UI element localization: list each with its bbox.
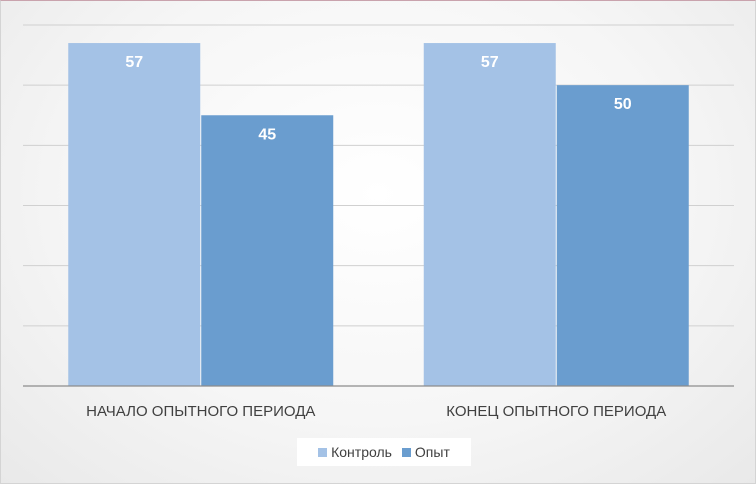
value-label: 45 [258, 126, 276, 143]
legend-swatch-experiment [401, 447, 411, 457]
value-labels: 57 45 57 50 [125, 54, 631, 143]
value-label: 57 [125, 54, 143, 71]
bar-control-1 [423, 43, 556, 387]
legend-item-control: Контроль [318, 444, 392, 460]
bars [68, 43, 689, 387]
bar-experiment-1 [556, 85, 689, 387]
legend-item-experiment: Опыт [401, 444, 450, 460]
legend: Контроль Опыт [297, 438, 471, 466]
category-label: КОНЕЦ ОПЫТНОГО ПЕРИОДА [446, 403, 666, 420]
value-label: 57 [481, 54, 499, 71]
legend-label-control: Контроль [331, 444, 392, 460]
value-label: 50 [614, 96, 632, 113]
bar-control-0 [68, 43, 201, 387]
category-labels: НАЧАЛО ОПЫТНОГО ПЕРИОДА КОНЕЦ ОПЫТНОГО ПЕ… [86, 403, 666, 420]
legend-label-experiment: Опыт [414, 444, 450, 460]
bar-experiment-0 [201, 115, 334, 386]
legend-swatch-control [318, 447, 328, 457]
category-label: НАЧАЛО ОПЫТНОГО ПЕРИОДА [86, 403, 315, 420]
